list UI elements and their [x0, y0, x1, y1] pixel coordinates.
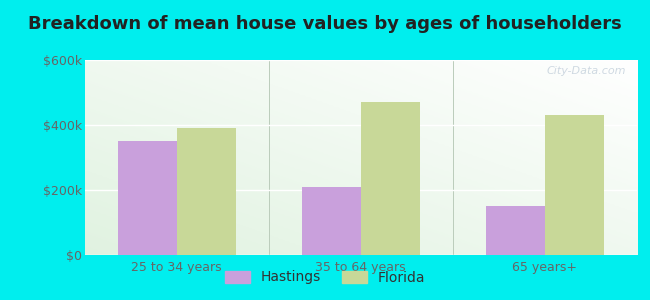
Bar: [545, 115, 604, 255]
Text: City-Data.com: City-Data.com: [547, 66, 626, 76]
Legend: Hastings, Florida: Hastings, Florida: [219, 265, 431, 290]
Bar: [302, 187, 361, 255]
Bar: [118, 141, 177, 255]
Text: Breakdown of mean house values by ages of householders: Breakdown of mean house values by ages o…: [28, 15, 622, 33]
Bar: [361, 102, 420, 255]
Bar: [177, 128, 235, 255]
Bar: [486, 206, 545, 255]
